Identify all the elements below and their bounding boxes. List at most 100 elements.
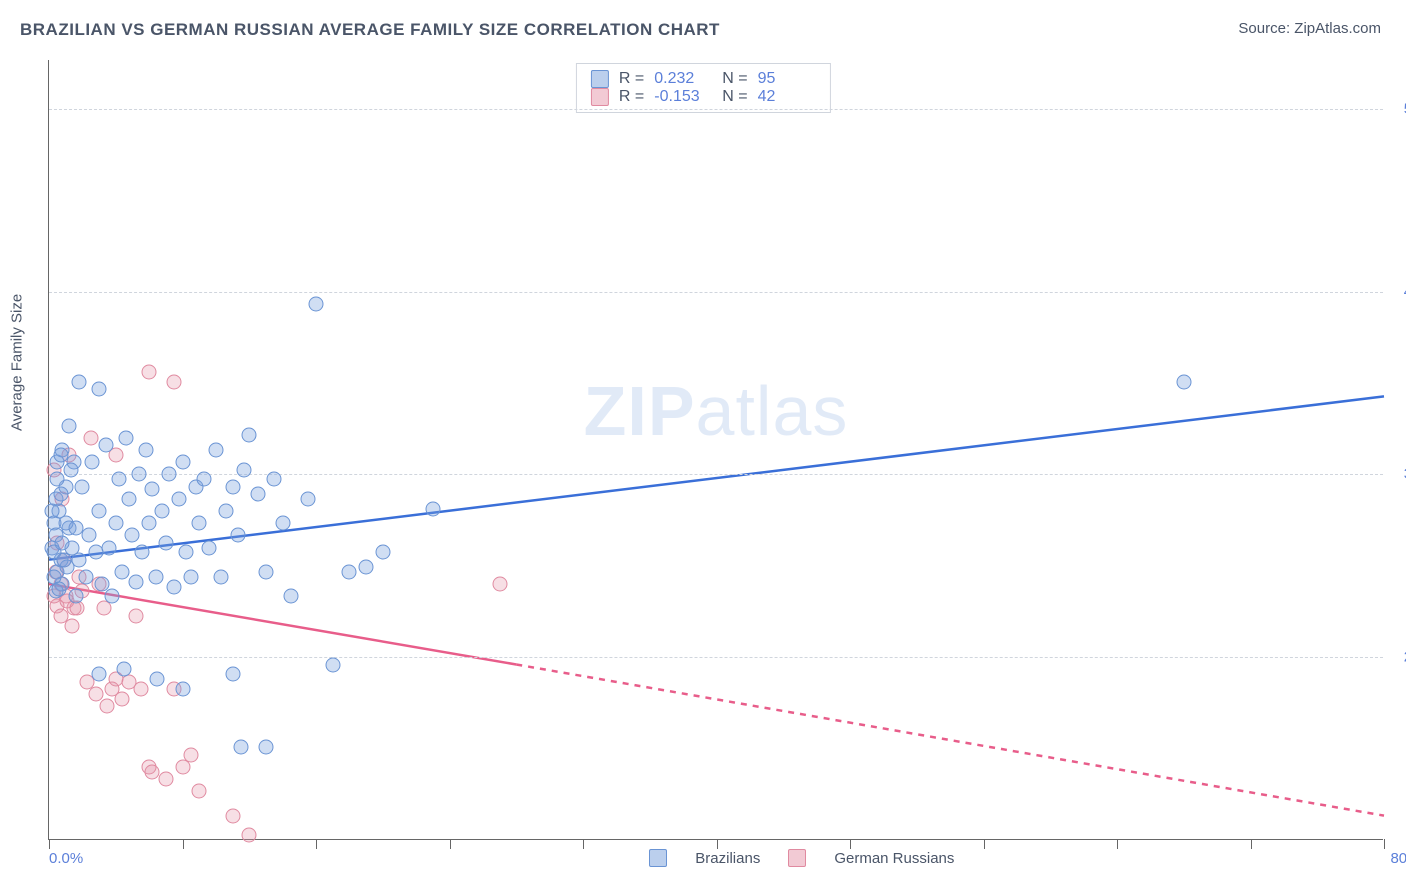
scatter-point-blue [62,418,77,433]
scatter-point-blue [225,479,240,494]
scatter-point-pink [242,828,257,843]
scatter-point-blue [155,503,170,518]
grid-line [49,109,1383,110]
scatter-point-blue [425,501,440,516]
r-label: R = [619,70,644,88]
x-tick [49,839,50,849]
scatter-point-pink [100,698,115,713]
scatter-point-pink [225,808,240,823]
scatter-point-blue [208,443,223,458]
scatter-point-blue [172,491,187,506]
scatter-point-blue [82,528,97,543]
scatter-point-blue [78,569,93,584]
scatter-point-blue [183,569,198,584]
scatter-point-blue [250,486,265,501]
scatter-point-pink [133,681,148,696]
n-label: N = [722,88,747,106]
x-tick [984,839,985,849]
grid-line [49,657,1383,658]
scatter-point-blue [57,552,72,567]
source-prefix: Source: [1238,20,1294,37]
r-value-blue: 0.232 [654,70,712,88]
scatter-point-blue [138,443,153,458]
scatter-point-pink [83,430,98,445]
trend-lines [49,60,1384,840]
scatter-point-blue [342,564,357,579]
scatter-point-blue [258,740,273,755]
scatter-point-blue [98,438,113,453]
y-axis-title: Average Family Size [9,293,26,430]
scatter-point-blue [167,579,182,594]
scatter-point-blue [325,657,340,672]
scatter-point-blue [225,667,240,682]
scatter-point-pink [65,618,80,633]
source-attribution: Source: ZipAtlas.com [1238,20,1381,37]
scatter-point-blue [300,491,315,506]
scatter-point-blue [55,535,70,550]
legend-pink-swatch-icon [788,849,806,867]
swatch-blue-icon [591,70,609,88]
scatter-point-blue [162,467,177,482]
x-tick [316,839,317,849]
x-axis-max-label: 80.0% [1390,850,1406,867]
scatter-point-pink [167,374,182,389]
legend-blue-swatch-icon [649,849,667,867]
scatter-point-blue [309,296,324,311]
x-tick [1384,839,1385,849]
r-value-pink: -0.153 [654,88,712,106]
x-tick [850,839,851,849]
r-label: R = [619,88,644,106]
scatter-point-blue [68,589,83,604]
scatter-point-blue [117,662,132,677]
scatter-point-blue [150,672,165,687]
scatter-point-blue [275,516,290,531]
scatter-point-blue [267,472,282,487]
x-tick [1251,839,1252,849]
scatter-point-blue [218,503,233,518]
scatter-point-blue [1176,374,1191,389]
scatter-point-blue [175,681,190,696]
scatter-point-blue [148,569,163,584]
n-label: N = [722,70,747,88]
scatter-point-blue [258,564,273,579]
x-tick [450,839,451,849]
scatter-point-blue [85,455,100,470]
scatter-point-blue [118,430,133,445]
scatter-point-blue [237,462,252,477]
scatter-point-blue [132,467,147,482]
scatter-point-blue [135,545,150,560]
scatter-point-blue [50,472,65,487]
swatch-pink-icon [591,88,609,106]
scatter-point-blue [242,428,257,443]
scatter-point-blue [175,455,190,470]
scatter-point-blue [375,545,390,560]
x-tick [183,839,184,849]
scatter-point-blue [75,479,90,494]
scatter-point-blue [178,545,193,560]
stats-legend-box: R = 0.232 N = 95 R = -0.153 N = 42 [576,63,831,113]
bottom-legend: Brazilians German Russians [649,849,954,867]
scatter-point-blue [105,589,120,604]
chart-title: BRAZILIAN VS GERMAN RUSSIAN AVERAGE FAMI… [20,20,720,40]
scatter-point-blue [53,486,68,501]
scatter-point-blue [108,516,123,531]
scatter-point-blue [213,569,228,584]
scatter-point-pink [158,772,173,787]
scatter-point-pink [115,691,130,706]
scatter-point-pink [142,365,157,380]
plot-area: ZIPatlas Average Family Size R = 0.232 N… [48,60,1383,840]
scatter-point-blue [92,667,107,682]
source-link[interactable]: ZipAtlas.com [1294,20,1381,37]
scatter-point-blue [122,491,137,506]
scatter-point-blue [115,564,130,579]
scatter-point-blue [142,516,157,531]
scatter-point-blue [53,447,68,462]
scatter-point-pink [88,686,103,701]
scatter-point-blue [92,382,107,397]
n-value-pink: 42 [758,88,816,106]
scatter-point-blue [52,581,67,596]
x-tick [717,839,718,849]
scatter-point-blue [158,535,173,550]
scatter-point-pink [192,784,207,799]
n-value-blue: 95 [758,70,816,88]
